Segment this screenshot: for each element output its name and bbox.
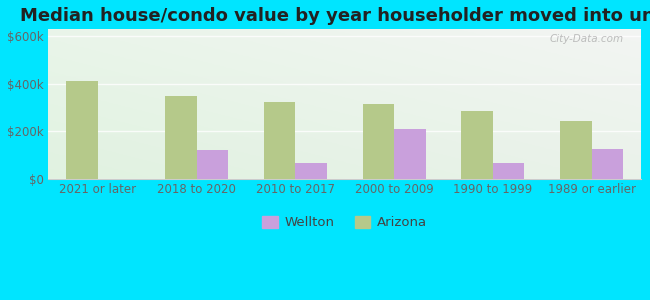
Bar [493, 163, 525, 178]
Bar [66, 81, 98, 178]
Title: Median house/condo value by year householder moved into unit: Median house/condo value by year househo… [20, 7, 650, 25]
Bar [560, 121, 592, 178]
Bar [196, 150, 228, 178]
Bar [295, 163, 327, 178]
Bar [363, 104, 394, 178]
Bar [165, 96, 196, 178]
Bar [592, 149, 623, 178]
Bar [264, 102, 295, 178]
Bar [394, 129, 426, 178]
Text: City-Data.com: City-Data.com [549, 34, 623, 44]
Legend: Wellton, Arizona: Wellton, Arizona [257, 211, 432, 235]
Bar [462, 111, 493, 178]
